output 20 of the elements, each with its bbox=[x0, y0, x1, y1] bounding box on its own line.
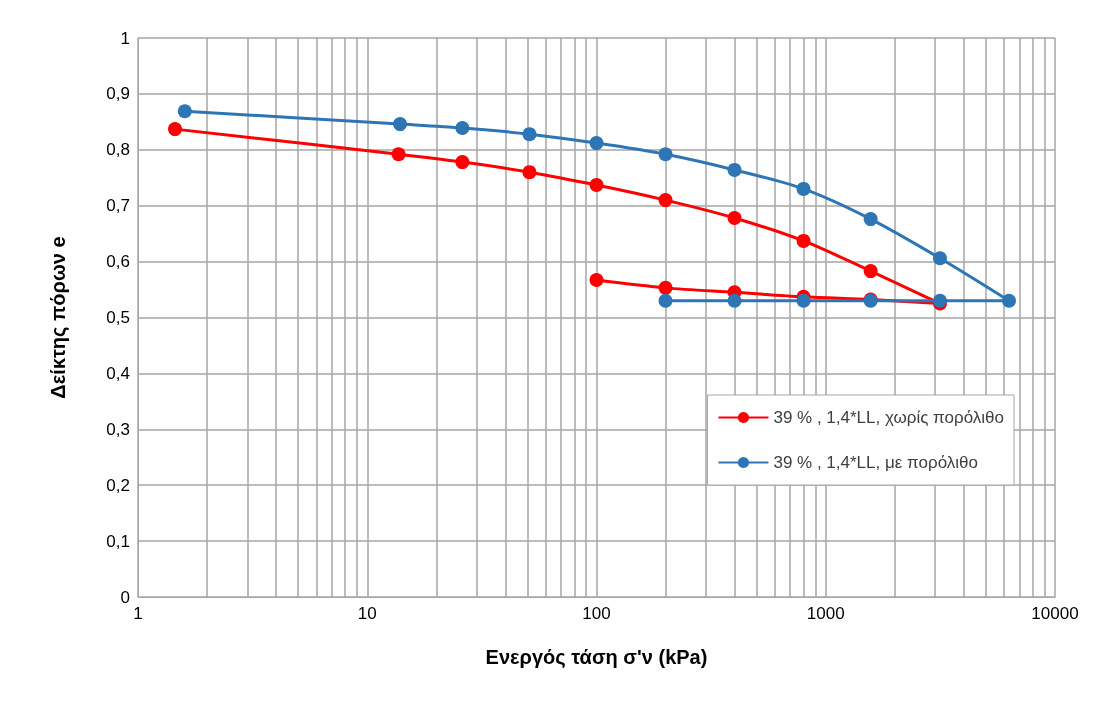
legend-label: 39 % , 1,4*LL, χωρίς πορόλιθο bbox=[773, 408, 1005, 427]
y-tick-label: 0,1 bbox=[106, 531, 130, 551]
y-tick-label: 0,7 bbox=[106, 196, 130, 216]
y-tick-label: 0,9 bbox=[106, 84, 130, 104]
y-tick-label: 0,2 bbox=[106, 475, 130, 495]
x-tick-label: 10 bbox=[357, 604, 377, 623]
y-axis-title: Δείκτης πόρων e bbox=[47, 236, 69, 399]
x-tick-label: 100 bbox=[582, 604, 611, 623]
x-tick-label: 1000 bbox=[806, 604, 845, 623]
y-tick-label: 0,8 bbox=[106, 140, 130, 160]
y-tick-label: 1 bbox=[120, 28, 130, 48]
x-tick-label: 1 bbox=[133, 604, 143, 623]
legend-label: 39 % , 1,4*LL, με πορόλιθο bbox=[773, 453, 979, 472]
y-tick-label: 0 bbox=[120, 587, 130, 607]
y-tick-label: 0,4 bbox=[106, 363, 130, 383]
y-tick-label: 0,5 bbox=[106, 308, 130, 327]
x-tick-label: 10000 bbox=[1031, 604, 1079, 623]
y-tick-label: 0,3 bbox=[106, 419, 130, 439]
x-axis-title: Ενεργός τάση σ'ν (kPa) bbox=[485, 646, 708, 668]
y-tick-label: 0,6 bbox=[106, 252, 130, 272]
